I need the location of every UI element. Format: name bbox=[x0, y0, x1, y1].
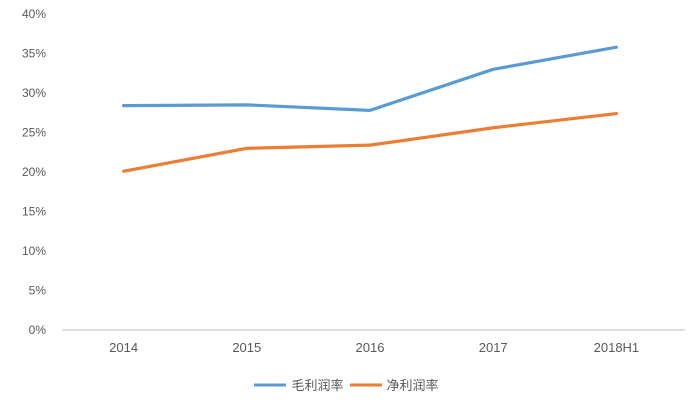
y-axis-tick-label: 40% bbox=[22, 7, 46, 21]
legend-label: 净利润率 bbox=[386, 378, 439, 393]
y-axis-tick-label: 5% bbox=[29, 284, 47, 298]
y-axis-tick-label: 10% bbox=[22, 244, 46, 258]
plot-area: 0% 5% 10% 15% 20% 25% 30% 35% 40% 2014 2015 2016 201… bbox=[22, 7, 685, 355]
series-line-净利润率 bbox=[121, 111, 619, 173]
y-axis-tick-label: 0% bbox=[29, 323, 47, 337]
legend-item: 净利润率 bbox=[349, 375, 439, 394]
legend-label: 毛利润率 bbox=[291, 378, 344, 393]
legend-item: 毛利润率 bbox=[254, 375, 344, 394]
y-axis-tick-label: 15% bbox=[22, 205, 46, 219]
legend-line-swatch bbox=[349, 383, 382, 386]
x-axis-tick-label: 2015 bbox=[232, 340, 261, 355]
y-axis-tick-label: 20% bbox=[22, 165, 46, 179]
x-axis-tick-label: 2016 bbox=[356, 340, 385, 355]
chart-legend: 毛利润率 净利润率 bbox=[0, 375, 693, 394]
x-axis-tick-label: 2018H1 bbox=[594, 340, 640, 355]
y-axis-tick-label: 25% bbox=[22, 126, 46, 140]
y-axis-tick-label: 35% bbox=[22, 47, 46, 61]
x-axis-tick-label: 2017 bbox=[479, 340, 508, 355]
x-axis-tick-label: 2014 bbox=[109, 340, 138, 355]
series-line-毛利润率 bbox=[121, 45, 619, 112]
legend-line-swatch bbox=[254, 383, 287, 386]
y-axis-tick-label: 30% bbox=[22, 86, 46, 100]
